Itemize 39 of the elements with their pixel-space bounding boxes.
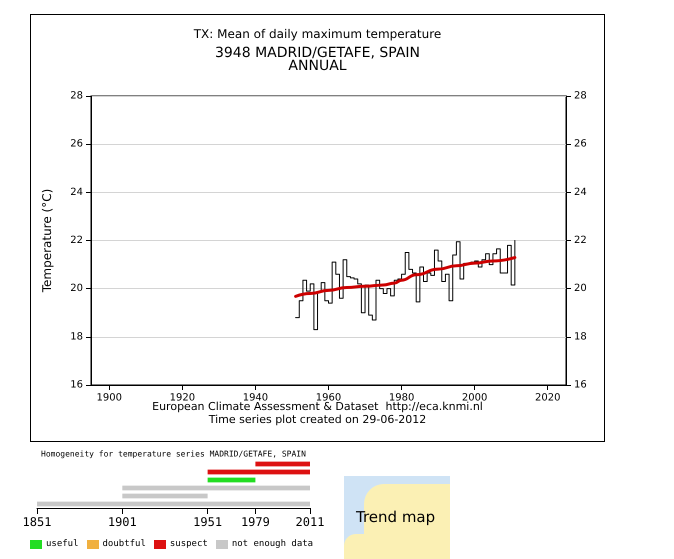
bar xyxy=(122,494,208,498)
y2-tick-label: 16 xyxy=(574,380,587,390)
x-tick-label: 1951 xyxy=(193,515,222,529)
bar xyxy=(122,486,310,490)
y-tick-label: 20 xyxy=(70,283,83,294)
bar xyxy=(208,478,256,482)
x-tick-label: 1901 xyxy=(108,515,137,529)
y-tick-label: 26 xyxy=(70,138,83,150)
y-tick-label: 24 xyxy=(70,186,83,198)
y2-tick-label: 20 xyxy=(574,283,587,294)
chart-title: Homogeneity for temperature series MADRID/GETAFE, SPAIN xyxy=(41,450,306,458)
x-tick-label: 1900 xyxy=(96,392,122,404)
y-tick-label: 18 xyxy=(70,331,83,342)
y2-tick-label: 22 xyxy=(574,235,587,246)
chart-subtitle: 3948 MADRID/GETAFE, SPAIN xyxy=(214,45,420,61)
x-tick-label: 2011 xyxy=(296,515,324,529)
x-tick-label: 2020 xyxy=(535,392,560,404)
y-tick-label: 28 xyxy=(70,90,83,102)
y2-tick-label: 24 xyxy=(574,186,587,198)
y-tick-label: 16 xyxy=(70,380,83,390)
x-tick-label: 1851 xyxy=(22,515,52,529)
text: ANNUAL xyxy=(288,58,347,74)
y-axis-title: Temperature (°C) xyxy=(40,188,54,294)
text: suspect xyxy=(170,539,208,550)
text: not enough data xyxy=(232,539,314,550)
bar xyxy=(208,470,310,474)
bar xyxy=(37,502,310,506)
text: useful xyxy=(46,539,79,550)
text: doubtful xyxy=(102,539,146,550)
line-series xyxy=(294,256,516,298)
bar xyxy=(255,462,310,466)
x-tick-label: 1979 xyxy=(240,515,270,529)
y-tick-label: 22 xyxy=(70,235,83,246)
text: Time series plot created on 29-06-2012 xyxy=(208,413,426,426)
y2-tick-label: 26 xyxy=(574,138,587,150)
y2-tick-label: 28 xyxy=(574,90,587,102)
y2-tick-label: 18 xyxy=(574,331,587,342)
text: Trend map xyxy=(356,508,436,526)
chart-title: TX: Mean of daily maximum temperature xyxy=(192,27,442,41)
